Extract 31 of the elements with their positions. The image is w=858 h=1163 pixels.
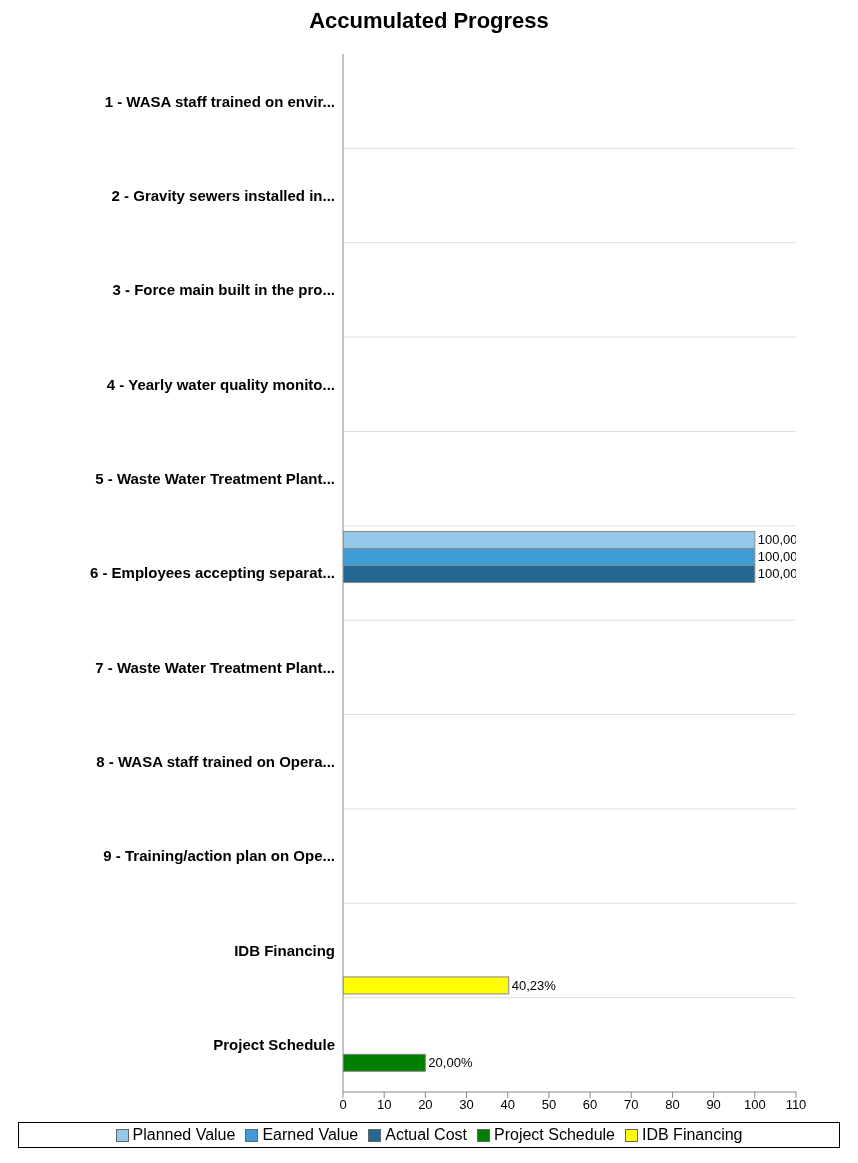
y-tick-label: 8 - WASA staff trained on Opera... [96, 753, 335, 771]
y-tick-label: Project Schedule [213, 1036, 335, 1054]
legend-label: Actual Cost [384, 1126, 468, 1144]
x-tick-label: 0 [339, 1097, 347, 1113]
data-label: 40,23% [511, 977, 557, 993]
x-tick-label: 10 [376, 1097, 392, 1113]
x-tick-label: 110 [785, 1097, 807, 1113]
legend-label: Earned Value [261, 1126, 359, 1144]
data-label: 20,00% [428, 1055, 473, 1071]
x-tick-label: 100 [743, 1097, 766, 1113]
x-tick-label: 20 [418, 1097, 433, 1113]
legend-label: Project Schedule [493, 1126, 615, 1144]
legend-label: Planned Value [131, 1126, 236, 1144]
x-tick-label: 80 [665, 1097, 680, 1113]
legend-label: IDB Financing [641, 1126, 743, 1144]
y-tick-label: 6 - Employees accepting separat... [89, 564, 335, 582]
y-tick-label: 3 - Force main built in the pro... [112, 281, 335, 299]
x-tick-label: 40 [500, 1097, 515, 1113]
x-tick-label: 30 [459, 1097, 474, 1113]
chart-title: Accumulated Progress [308, 8, 550, 35]
y-tick-label: 5 - Waste Water Treatment Plant... [95, 469, 335, 487]
y-tick-label: 4 - Yearly water quality monito... [106, 375, 335, 393]
x-tick-label: 70 [624, 1097, 639, 1113]
y-tick-label: 9 - Training/action plan on Ope... [103, 847, 335, 865]
y-tick-label: IDB Financing [234, 941, 335, 959]
y-tick-label: 1 - WASA staff trained on envir... [104, 92, 335, 110]
y-tick-label: 2 - Gravity sewers installed in... [111, 186, 335, 204]
y-tick-label: 7 - Waste Water Treatment Plant... [95, 658, 335, 676]
x-tick-label: 60 [582, 1097, 598, 1113]
x-tick-label: 50 [541, 1097, 557, 1113]
x-tick-label: 90 [706, 1097, 721, 1113]
